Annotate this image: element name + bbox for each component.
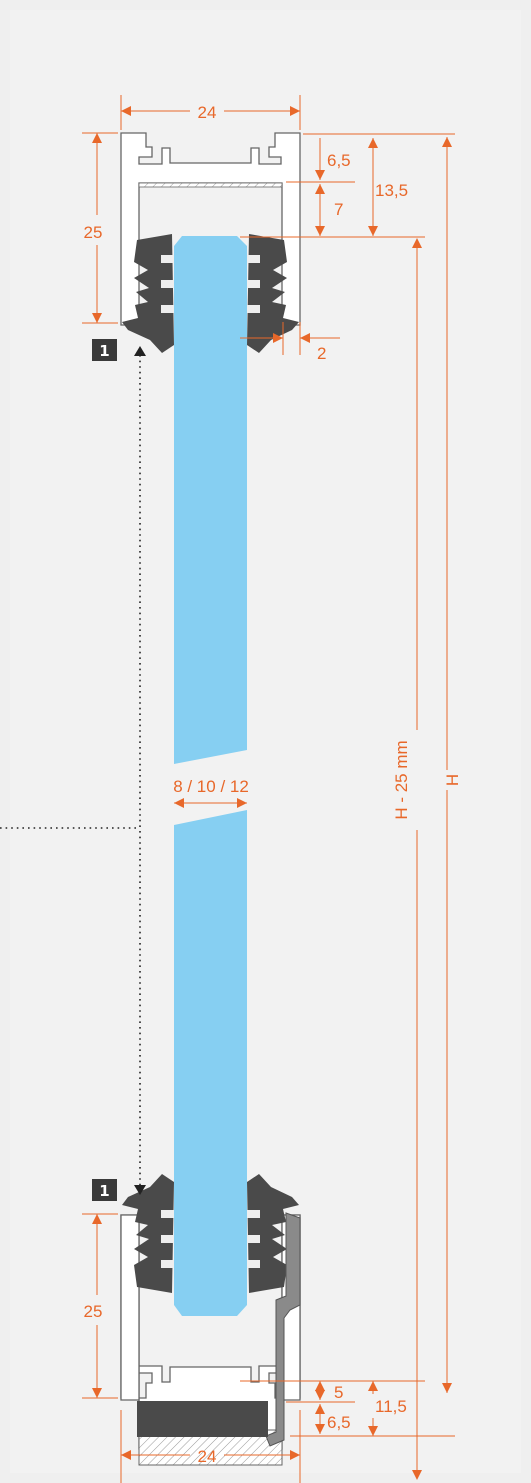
bottom-d1-label: 5 — [334, 1383, 343, 1402]
glass-height-label: H - 25 mm — [392, 740, 411, 819]
bottom-profile — [120, 1174, 301, 1466]
dimension-lines — [82, 95, 455, 1483]
top-right-seal — [247, 234, 299, 353]
top-d1-label: 6,5 — [327, 151, 351, 170]
glass-pane — [174, 236, 247, 1316]
top-left-seal — [122, 234, 174, 353]
setting-block — [137, 1401, 268, 1437]
top-height-label: 25 — [84, 223, 103, 242]
top-d3-label: 13,5 — [375, 181, 408, 200]
bottom-clip — [265, 1212, 301, 1447]
seal-gap-label: 2 — [317, 344, 326, 363]
bottom-height-label: 25 — [84, 1302, 103, 1321]
glass-thickness-label: 8 / 10 / 12 — [173, 777, 249, 796]
callout-leader — [0, 346, 146, 1195]
bottom-d3-label: 6,5 — [327, 1413, 351, 1432]
top-d2-label: 7 — [334, 200, 343, 219]
bottom-d2-label: 11,5 — [375, 1397, 407, 1416]
total-height-label: H — [443, 774, 462, 786]
top-profile — [120, 132, 301, 353]
bottom-marker-badge: 1 — [92, 1179, 117, 1201]
top-marker-badge: 1 — [92, 339, 117, 361]
bottom-width-label: 24 — [198, 1447, 217, 1466]
top-width-label: 24 — [198, 103, 217, 122]
svg-text:1: 1 — [99, 1182, 109, 1200]
svg-text:1: 1 — [99, 342, 109, 360]
